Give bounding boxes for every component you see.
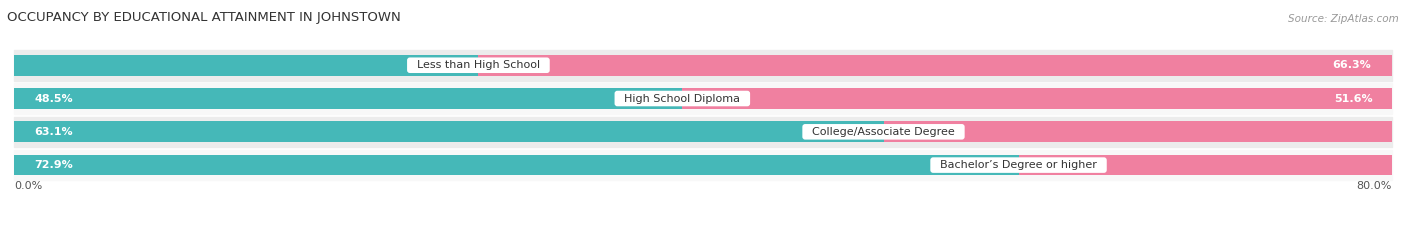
- Text: 80.0%: 80.0%: [1357, 181, 1392, 191]
- Bar: [14, 83, 1392, 114]
- Text: OCCUPANCY BY EDUCATIONAL ATTAINMENT IN JOHNSTOWN: OCCUPANCY BY EDUCATIONAL ATTAINMENT IN J…: [7, 11, 401, 24]
- Text: College/Associate Degree: College/Associate Degree: [806, 127, 962, 137]
- Text: Less than High School: Less than High School: [409, 60, 547, 70]
- Bar: [14, 88, 682, 109]
- Bar: [883, 121, 1392, 142]
- Text: 0.0%: 0.0%: [14, 181, 42, 191]
- Text: High School Diploma: High School Diploma: [617, 93, 748, 103]
- Bar: [14, 116, 1392, 147]
- Text: 48.5%: 48.5%: [35, 93, 73, 103]
- Text: 51.6%: 51.6%: [1334, 93, 1372, 103]
- Text: 72.9%: 72.9%: [35, 160, 73, 170]
- Bar: [1018, 155, 1392, 175]
- Text: Source: ZipAtlas.com: Source: ZipAtlas.com: [1288, 14, 1399, 24]
- Bar: [14, 155, 1018, 175]
- Bar: [682, 88, 1393, 109]
- Text: 33.7%: 33.7%: [429, 60, 464, 70]
- Bar: [14, 55, 478, 75]
- Text: 63.1%: 63.1%: [35, 127, 73, 137]
- Bar: [478, 55, 1392, 75]
- Text: 66.3%: 66.3%: [1333, 60, 1371, 70]
- Bar: [14, 121, 883, 142]
- Bar: [14, 150, 1392, 180]
- Text: Bachelor’s Degree or higher: Bachelor’s Degree or higher: [934, 160, 1104, 170]
- Bar: [14, 50, 1392, 81]
